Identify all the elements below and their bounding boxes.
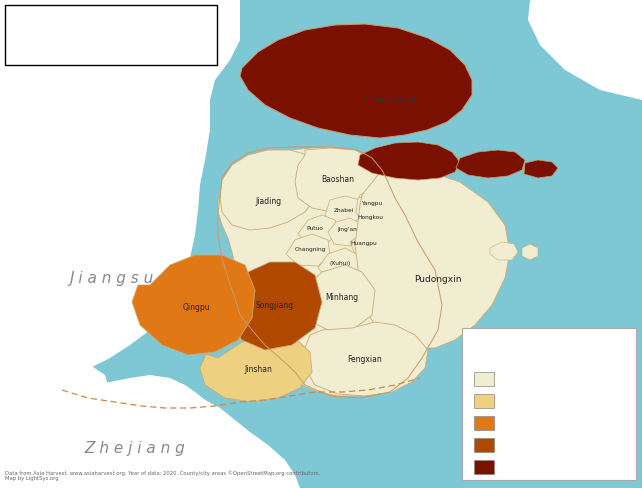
Text: Yangpu: Yangpu — [361, 202, 383, 206]
Text: Chongming: Chongming — [364, 96, 416, 104]
Polygon shape — [355, 170, 510, 348]
Polygon shape — [0, 0, 115, 488]
Text: Minhang: Minhang — [325, 293, 359, 303]
Polygon shape — [328, 218, 362, 246]
Polygon shape — [522, 244, 538, 260]
FancyBboxPatch shape — [474, 460, 494, 474]
Polygon shape — [305, 322, 428, 396]
Text: Baoshan: Baoshan — [322, 176, 354, 184]
Polygon shape — [298, 215, 338, 244]
Text: Jiading: Jiading — [255, 198, 281, 206]
Polygon shape — [200, 335, 312, 402]
Text: J i a n g s u: J i a n g s u — [70, 270, 154, 285]
Text: Data from Asia Harvest. www.asiaharvest.org. Year of data: 2020. County/city are: Data from Asia Harvest. www.asiaharvest.… — [5, 470, 320, 482]
Polygon shape — [286, 234, 330, 266]
Text: Songjiang: Songjiang — [256, 302, 294, 310]
FancyBboxPatch shape — [474, 394, 494, 408]
Polygon shape — [456, 150, 525, 178]
Polygon shape — [355, 188, 390, 222]
Polygon shape — [318, 248, 360, 280]
Text: Jinshan: Jinshan — [244, 366, 272, 374]
Text: Jing'an: Jing'an — [337, 227, 357, 232]
Text: Z h e j i a n g: Z h e j i a n g — [85, 441, 186, 455]
Text: Qingpu: Qingpu — [182, 304, 210, 312]
Text: Putuo: Putuo — [307, 225, 324, 230]
Polygon shape — [218, 147, 442, 396]
Polygon shape — [295, 148, 378, 212]
Text: 11.6%: 11.6% — [502, 396, 532, 406]
Polygon shape — [0, 375, 300, 488]
Polygon shape — [225, 262, 322, 350]
Polygon shape — [490, 242, 518, 260]
Polygon shape — [358, 142, 460, 180]
Polygon shape — [350, 230, 382, 260]
Polygon shape — [132, 255, 255, 355]
Text: 12%: 12% — [502, 418, 523, 428]
Polygon shape — [220, 150, 320, 230]
Text: (Xuhui): (Xuhui) — [329, 261, 351, 265]
FancyBboxPatch shape — [474, 416, 494, 430]
Text: Shanghai: Shanghai — [14, 20, 131, 40]
FancyBboxPatch shape — [474, 438, 494, 452]
Text: Zhabei: Zhabei — [334, 207, 354, 212]
Text: Changning: Changning — [294, 247, 325, 252]
Text: 9.4%: 9.4% — [502, 374, 526, 384]
Polygon shape — [325, 196, 362, 226]
Polygon shape — [0, 0, 240, 378]
FancyBboxPatch shape — [462, 328, 636, 480]
FancyBboxPatch shape — [5, 5, 217, 65]
Text: Fengxian: Fengxian — [347, 355, 383, 365]
Text: 16.7%: 16.7% — [502, 462, 533, 472]
Polygon shape — [240, 24, 472, 138]
Polygon shape — [356, 194, 388, 222]
Text: Christian Percentage of County/City: Christian Percentage of County/City — [14, 40, 200, 50]
Text: Huangpu: Huangpu — [351, 242, 377, 246]
Polygon shape — [528, 0, 642, 100]
Text: 12.3%: 12.3% — [502, 440, 533, 450]
Text: Hongkou: Hongkou — [357, 216, 383, 221]
Polygon shape — [305, 265, 375, 332]
Text: Percent Christian
(County/City): Percent Christian (County/City) — [472, 340, 574, 362]
FancyBboxPatch shape — [474, 372, 494, 386]
Text: Pudongxin: Pudongxin — [414, 276, 462, 285]
Polygon shape — [524, 160, 558, 178]
